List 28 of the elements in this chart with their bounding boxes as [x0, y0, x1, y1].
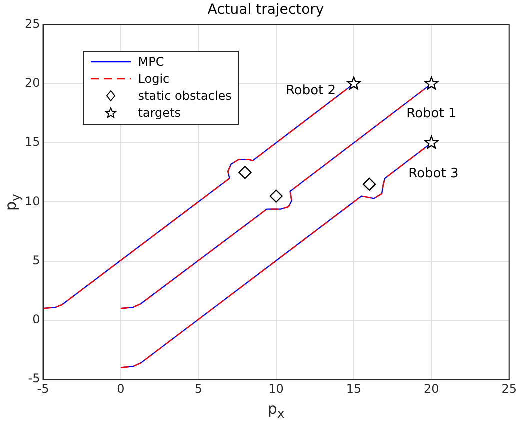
- point: [424, 76, 438, 90]
- y-tick-label: 15: [24, 135, 40, 150]
- legend-label: MPC: [138, 55, 164, 70]
- x-tick-label: 20: [424, 382, 440, 396]
- x-tick-label: 15: [346, 382, 362, 396]
- y-tick-label: -5: [28, 372, 40, 386]
- x-tick-label: 10: [268, 382, 284, 396]
- point: [270, 190, 283, 203]
- x-axis-title: p$_{x}$: [268, 400, 285, 421]
- point: [424, 136, 438, 149]
- x-tick-label: 25: [502, 382, 518, 396]
- legend-label: targets: [138, 106, 182, 120]
- y-tick-label: 0: [32, 312, 40, 327]
- y-tick-label: 5: [32, 253, 40, 268]
- chart-title: Actual trajectory: [208, 2, 324, 18]
- point: [347, 76, 361, 90]
- x-tick-label: 5: [194, 382, 202, 396]
- y-tick-label: 10: [24, 194, 40, 208]
- legend-label: static obstacles: [138, 89, 232, 104]
- point: [238, 166, 252, 180]
- y-tick-label: 20: [24, 76, 40, 90]
- x-tick-label: 0: [117, 382, 125, 396]
- annotation: Robot 2: [286, 83, 336, 98]
- legend-label: Logic: [138, 72, 170, 86]
- point: [362, 178, 376, 192]
- annotation: Robot 1: [406, 106, 457, 122]
- annotation: Robot 3: [408, 166, 459, 182]
- y-tick-label: 25: [24, 16, 40, 31]
